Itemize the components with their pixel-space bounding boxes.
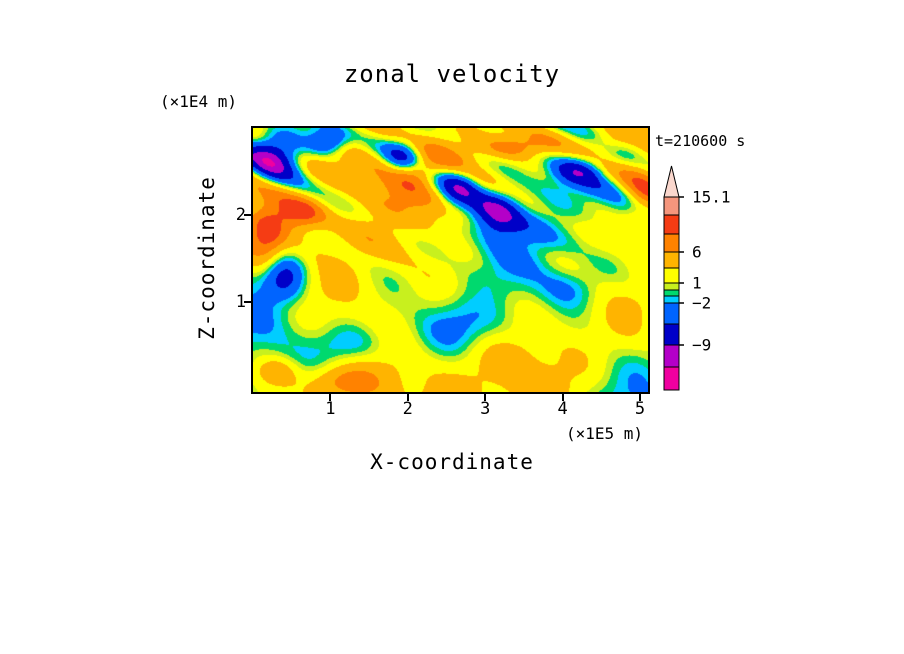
colorbar-segment — [663, 366, 680, 391]
colorbar-segment — [663, 295, 680, 304]
colorbar-segment — [663, 214, 680, 235]
colorbar-tick-label: 1 — [692, 274, 702, 293]
x-axis-unit-label: (×1E5 m) — [566, 424, 644, 443]
timestamp-label: t=210600 s — [655, 132, 746, 150]
y-axis-tickmark — [244, 214, 251, 216]
contour-canvas — [253, 128, 648, 392]
x-axis-tickmark — [639, 394, 641, 401]
colorbar-segment — [663, 251, 680, 269]
y-axis-tickmark — [244, 301, 251, 303]
y-axis-unit-label: (×1E4 m) — [160, 92, 238, 111]
colorbar-segment — [663, 196, 680, 216]
x-axis-title: X-coordinate — [370, 450, 534, 474]
x-axis-tick-label: 1 — [325, 399, 336, 419]
colorbar: 15.1 6 1−2 −9 — [663, 165, 731, 391]
x-axis-tick-label: 5 — [634, 399, 646, 419]
plot-area — [251, 126, 650, 394]
colorbar-tick-label: −2 — [692, 294, 711, 313]
x-axis-tickmark — [484, 394, 487, 401]
x-axis-tickmark — [561, 394, 564, 401]
y-axis-title: Z-coordinate — [195, 176, 219, 340]
colorbar-segment — [663, 289, 680, 297]
x-axis-tick-label: 2 — [402, 399, 413, 419]
x-axis-tick-label: 3 — [480, 399, 491, 419]
colorbar-segment — [663, 323, 680, 346]
colorbar-segment — [663, 344, 680, 368]
chart-title: zonal velocity — [343, 60, 561, 88]
colorbar-segment — [663, 282, 680, 291]
colorbar-tick-label: 15.1 — [692, 188, 731, 207]
x-axis-tickmark — [406, 394, 409, 401]
colorbar-segment — [663, 233, 680, 253]
colorbar-segment — [663, 302, 680, 325]
y-axis-tick-label: 1 — [235, 292, 246, 312]
colorbar-tick-label: −9 — [692, 336, 711, 355]
x-axis-tickmark — [329, 394, 332, 401]
colorbar-arrow-top — [663, 165, 680, 198]
y-axis-tick-label: 2 — [235, 205, 246, 225]
colorbar-tick-label: 6 — [692, 243, 702, 262]
x-axis-tick-label: 4 — [557, 399, 568, 419]
colorbar-segment — [663, 267, 680, 284]
